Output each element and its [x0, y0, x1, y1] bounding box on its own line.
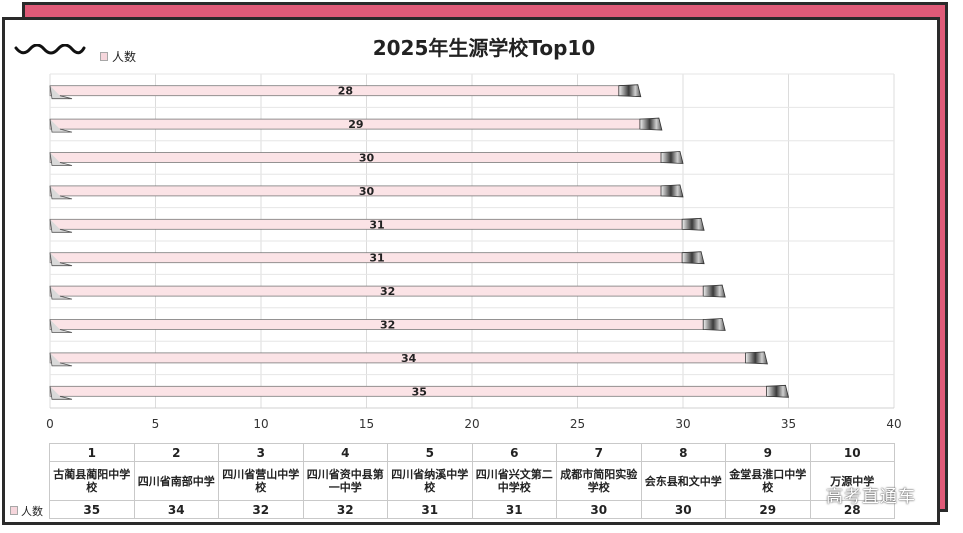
legend-swatch	[100, 52, 108, 61]
table-value-cell: 31	[471, 500, 557, 519]
table-rank-cell: 3	[218, 443, 304, 462]
table-row-header: 人数	[10, 502, 49, 519]
table-rank-cell: 9	[725, 443, 811, 462]
table-value-cell: 34	[133, 500, 219, 519]
table-rank-cell: 1	[49, 443, 135, 462]
chart-card	[2, 17, 940, 525]
data-label: 35	[412, 385, 427, 398]
bar: 35	[49, 384, 790, 400]
data-label: 29	[348, 118, 363, 131]
bar-base	[49, 219, 73, 233]
value-row: 35 34 32 32 31 31 30 30 29 28	[49, 500, 895, 519]
table-rank-cell: 2	[133, 443, 219, 462]
bar: 31	[49, 217, 705, 233]
school-name-row: 古蔺县蔺阳中学校 四川省南部中学 四川省营山中学校 四川省资中县第一中学 四川省纳溪中学…	[49, 461, 895, 501]
table-school-cell: 四川省纳溪中学校	[387, 461, 473, 501]
bar-cap	[702, 284, 726, 298]
bar-base	[49, 152, 73, 166]
table-school-cell: 四川省营山中学校	[218, 461, 304, 501]
bar-cap	[766, 384, 790, 398]
x-tick-label: 5	[152, 417, 160, 431]
x-tick-label: 20	[464, 417, 479, 431]
bar: 32	[49, 284, 726, 300]
x-tick-label: 0	[46, 417, 54, 431]
table-school-cell: 成都市简阳实验学校	[556, 461, 642, 501]
x-tick-label: 25	[570, 417, 585, 431]
x-tick-label: 15	[359, 417, 374, 431]
table-school-cell: 古蔺县蔺阳中学校	[49, 461, 135, 501]
table-value-cell: 30	[640, 500, 726, 519]
bar-base	[49, 319, 73, 333]
table-rank-cell: 5	[387, 443, 473, 462]
bar-base	[49, 352, 73, 367]
bar-cap	[702, 318, 726, 331]
table-rank-cell: 7	[556, 443, 642, 462]
table-value-cell: 32	[218, 500, 304, 519]
data-label: 32	[380, 319, 395, 332]
table-row-label: 人数	[21, 504, 43, 518]
bar-cap	[660, 151, 684, 164]
watermark: 高考直通车	[826, 487, 916, 507]
x-tick-label: 10	[253, 417, 268, 431]
data-label: 30	[359, 185, 375, 198]
data-label: 28	[338, 85, 353, 98]
table-legend-swatch	[10, 506, 18, 515]
bar-cap	[745, 351, 768, 365]
table-rank-cell: 4	[302, 443, 388, 462]
table-rank-cell: 10	[809, 443, 895, 462]
x-tick-label: 30	[675, 417, 690, 431]
bar: 29	[49, 117, 663, 133]
data-label: 31	[369, 218, 384, 231]
data-label: 30	[359, 152, 375, 165]
x-tick-label: 35	[781, 417, 796, 431]
bar-cap	[681, 251, 705, 265]
bar-base	[49, 252, 73, 267]
wave-decoration-icon	[14, 44, 86, 55]
bar-cap	[660, 184, 684, 198]
bar-base	[49, 286, 73, 300]
data-table: 1 2 3 4 5 6 7 8 9 10 古蔺县蔺阳中学校 四川省南部中学 四川省营山中学校 四川省资中…	[49, 443, 895, 519]
table-value-cell: 31	[387, 500, 473, 519]
table-school-cell: 会东县和文中学	[640, 461, 726, 501]
rank-row: 1 2 3 4 5 6 7 8 9 10	[49, 443, 895, 462]
data-label: 34	[401, 352, 417, 365]
legend: 人数	[100, 48, 136, 65]
table-school-cell: 金堂县淮口中学校	[725, 461, 811, 501]
table-value-cell: 32	[302, 500, 388, 519]
bar: 32	[49, 318, 726, 333]
bar-base	[49, 386, 73, 400]
table-value-cell: 35	[49, 500, 135, 519]
data-label: 32	[380, 285, 395, 298]
bar-cap	[639, 117, 663, 131]
bar: 34	[49, 351, 768, 367]
chart-title: 2025年生源学校Top10	[372, 36, 596, 60]
table-value-cell: 30	[556, 500, 642, 519]
bar-cap	[681, 217, 705, 231]
bar: 30	[49, 184, 684, 200]
bar-base	[49, 185, 73, 200]
data-label: 31	[369, 252, 384, 265]
x-tick-label: 40	[886, 417, 901, 431]
bar: 30	[49, 151, 684, 166]
table-rank-cell: 6	[471, 443, 557, 462]
table-school-cell: 四川省南部中学	[133, 461, 219, 501]
table-rank-cell: 8	[640, 443, 726, 462]
table-value-cell: 28	[809, 500, 895, 519]
legend-label: 人数	[112, 50, 137, 64]
bar-cap	[618, 84, 642, 98]
table-school-cell: 四川省资中县第一中学	[302, 461, 388, 501]
bar-base	[49, 119, 73, 133]
table-school-cell: 四川省兴文第二中学校	[471, 461, 557, 501]
bar-base	[49, 85, 73, 100]
table-value-cell: 29	[725, 500, 811, 519]
bar: 28	[49, 84, 642, 100]
bar: 31	[49, 251, 705, 267]
